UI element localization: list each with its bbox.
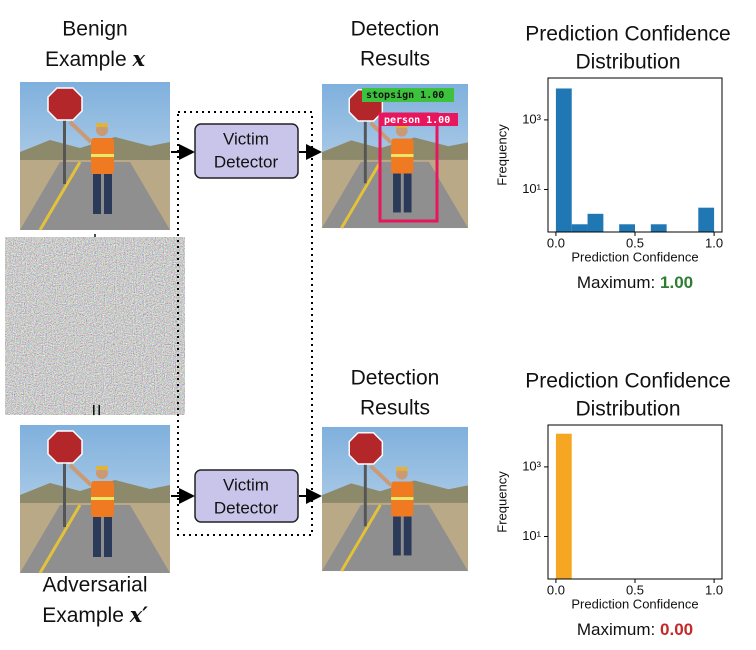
y-axis-label: Frequency (494, 124, 509, 186)
perturbation-image (20, 252, 170, 400)
figure: Benign Example x + = Adversarial Example… (0, 0, 756, 650)
chart-title: Prediction Confidence (525, 370, 730, 393)
results-title: Detection (351, 18, 440, 41)
plot-frame (548, 78, 722, 232)
detection-photo (322, 84, 468, 228)
maximum-line: Maximum: 0.00 (577, 620, 693, 639)
x-axis-label: Prediction Confidence (571, 249, 698, 264)
bar (572, 224, 588, 232)
y-axis-label: Frequency (494, 471, 509, 533)
results-title: Detection (351, 367, 440, 390)
symbol: x (132, 46, 146, 71)
bar (556, 88, 572, 232)
x-tick-label: 0.5 (626, 235, 644, 250)
symbol: x′ (129, 602, 149, 627)
maximum-label: Maximum: (577, 273, 655, 292)
detector-label: Detector (214, 152, 279, 171)
detector-label: Victim (223, 475, 269, 494)
chart-title: Prediction Confidence (525, 23, 730, 46)
benign-label: Example (45, 48, 127, 71)
x-tick-label: 1.0 (705, 235, 723, 250)
maximum-line: Maximum: 1.00 (577, 273, 693, 292)
bar (698, 208, 714, 232)
chart-title: Distribution (575, 51, 680, 74)
bar (651, 224, 667, 232)
detector-label: Victim (223, 129, 269, 148)
x-tick-label: 0.0 (547, 582, 565, 597)
maximum-value: 1.00 (660, 273, 693, 292)
benign-label: Benign (62, 18, 127, 41)
results-title: Results (360, 397, 430, 420)
x-tick-label: 0.0 (547, 235, 565, 250)
maximum-label: Maximum: (577, 620, 655, 639)
y-tick-label: 10¹ (522, 528, 541, 543)
chart-title: Distribution (575, 398, 680, 421)
x-tick-label: 0.5 (626, 582, 644, 597)
y-tick-label: 10³ (522, 111, 541, 126)
plus-sign: + (89, 229, 101, 252)
detector-label: Detector (214, 498, 279, 517)
y-tick-label: 10³ (522, 458, 541, 473)
adversarial-label: Adversarial (42, 574, 147, 597)
x-axis-label: Prediction Confidence (571, 596, 698, 611)
bar (556, 434, 572, 579)
y-tick-label: 10¹ (522, 181, 541, 196)
person-label: person 1.00 (384, 115, 450, 126)
adversarial-photo (20, 425, 170, 573)
stopsign-label: stopsign 1.00 (366, 89, 444, 101)
bar (588, 214, 604, 232)
maximum-value: 0.00 (660, 620, 693, 639)
benign-label: Example x (45, 46, 146, 71)
equals-sign: = (84, 404, 107, 416)
adversarial-label: Example x′ (42, 602, 148, 627)
plot-frame (548, 425, 722, 579)
benign-photo (20, 82, 170, 230)
detection-photo (322, 427, 468, 571)
adversarial-label: Example (42, 604, 124, 627)
bar (619, 224, 635, 232)
x-tick-label: 1.0 (705, 582, 723, 597)
results-title: Results (360, 48, 430, 71)
